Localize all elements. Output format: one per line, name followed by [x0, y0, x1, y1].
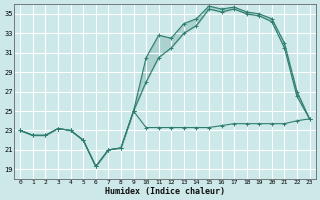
X-axis label: Humidex (Indice chaleur): Humidex (Indice chaleur) [105, 187, 225, 196]
